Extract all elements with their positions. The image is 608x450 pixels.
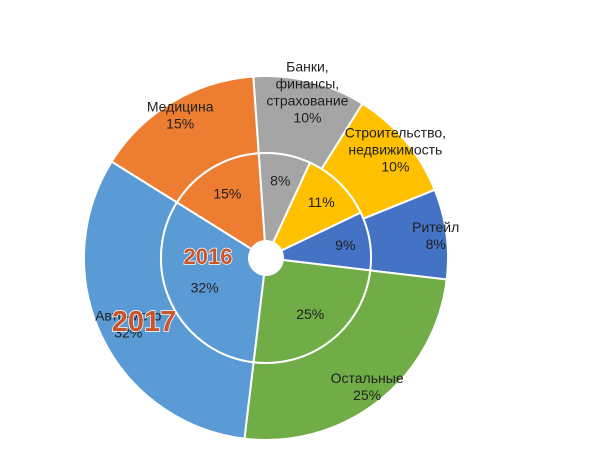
ring-label-2017: 2017: [112, 306, 177, 338]
segment-labels: Банки, финансы, страхование 10%Строительств…: [95, 58, 459, 403]
inner-ring-2016: [160, 152, 372, 364]
label-2017-строительство-недвижимость: Строительство, недвижимость 10%: [345, 124, 446, 174]
label-2017-банки-финансы-страхование: Банки, финансы, страхование 10%: [266, 58, 348, 125]
label-2016-авто-мото: 32%: [191, 279, 219, 295]
slice-2016-авто-мото: [160, 200, 266, 364]
label-2017-ритейл: Ритейл 8%: [412, 219, 459, 252]
slice-2016-остальные: [252, 258, 372, 364]
label-2016-строительство-недвижимость: 11%: [308, 194, 335, 210]
label-2016-медицина: 15%: [213, 186, 241, 202]
label-2017-остальные: Остальные 25%: [331, 370, 404, 403]
label-2016-банки-финансы-страхование: 8%: [270, 173, 290, 189]
ring-label-2016: 2016: [184, 244, 233, 269]
label-2017-авто-мото: Авто-мото 32%: [95, 307, 162, 340]
slice-2016-медицина: [175, 152, 266, 251]
slice-2016-строительство-недвижимость: [271, 161, 363, 252]
label-2016-ритейл: 9%: [335, 237, 355, 253]
label-2016-остальные: 25%: [296, 306, 324, 322]
label-2017-медицина: Медицина 15%: [147, 99, 214, 132]
